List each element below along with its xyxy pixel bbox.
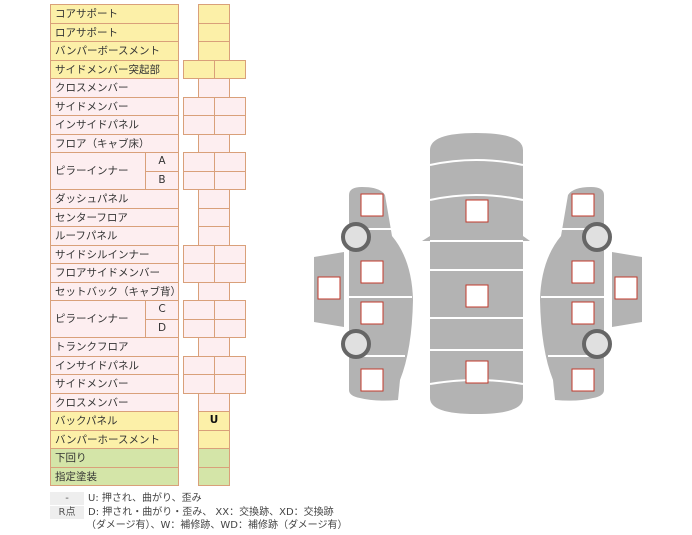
inspection-cell[interactable] — [198, 466, 230, 486]
row-label: 下回り — [50, 448, 179, 468]
wheel-front-right — [582, 222, 612, 252]
inspection-cell-right[interactable] — [214, 374, 246, 394]
marker-box[interactable] — [571, 368, 595, 392]
marker-box[interactable] — [317, 276, 341, 300]
marker-box[interactable] — [360, 301, 384, 325]
row-label: サイドメンバー突起部 — [50, 59, 179, 79]
row-label: サイドシルインナー — [50, 244, 179, 264]
row-label: バックパネル — [50, 411, 179, 431]
row-label: サイドメンバー — [50, 96, 179, 116]
legend-text-d-cont: （ダメージ有）、W：補修跡、WD：補修跡（ダメージ有） — [86, 520, 348, 531]
legend-text-u: U: 押され、曲がり、歪み — [88, 493, 202, 504]
row-label: 指定塗装 — [50, 466, 179, 486]
inspection-cell-right[interactable] — [214, 170, 246, 190]
pillar-sub-label: C — [145, 300, 179, 320]
row-label: ピラーインナー — [50, 300, 146, 338]
marker-box[interactable] — [571, 301, 595, 325]
car-center-body — [422, 133, 530, 414]
inspection-cell-right[interactable] — [214, 263, 246, 283]
marker-box[interactable] — [465, 360, 489, 384]
marker-box[interactable] — [465, 284, 489, 308]
marker-box[interactable] — [571, 260, 595, 284]
inspection-cell-right[interactable] — [214, 59, 246, 79]
row-label: ピラーインナー — [50, 152, 146, 190]
row-label: インサイドパネル — [50, 115, 179, 135]
inspection-cell-right[interactable] — [214, 115, 246, 135]
wheel-rear-left — [341, 329, 371, 359]
marker-box[interactable] — [360, 193, 384, 217]
legend-key-dash: - — [50, 492, 84, 505]
marker-box[interactable] — [465, 199, 489, 223]
marker-box[interactable] — [571, 193, 595, 217]
marker-box[interactable] — [614, 276, 638, 300]
row-label: クロスメンバー — [50, 78, 179, 98]
legend-key-r: R点 — [50, 506, 84, 519]
row-label: クロスメンバー — [50, 392, 179, 412]
row-label: バンパーホースメント — [50, 429, 179, 449]
marker-box[interactable] — [360, 368, 384, 392]
legend-text-d: D: 押され・曲がり・歪み、 XX：交換跡、XD：交換跡 — [88, 507, 334, 518]
wheel-rear-right — [582, 329, 612, 359]
pillar-sub-label: A — [145, 152, 179, 172]
row-label: フロアサイドメンバー — [50, 263, 179, 283]
row-label: センターフロア — [50, 207, 179, 227]
inspection-cell-right[interactable] — [214, 318, 246, 338]
row-label: フロア（キャブ床） — [50, 133, 179, 153]
row-label: バンパーボースメント — [50, 41, 179, 61]
marker-box[interactable] — [360, 260, 384, 284]
wheel-front-left — [341, 222, 371, 252]
